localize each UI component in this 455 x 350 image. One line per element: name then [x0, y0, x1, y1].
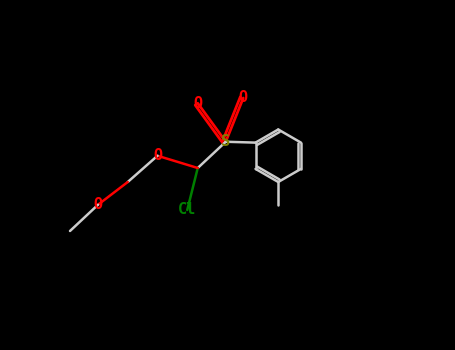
- Text: O: O: [93, 197, 102, 212]
- Text: Cl: Cl: [178, 203, 197, 217]
- Text: O: O: [193, 96, 202, 111]
- Text: O: O: [153, 148, 162, 163]
- Text: S: S: [221, 134, 230, 149]
- Text: O: O: [239, 91, 248, 105]
